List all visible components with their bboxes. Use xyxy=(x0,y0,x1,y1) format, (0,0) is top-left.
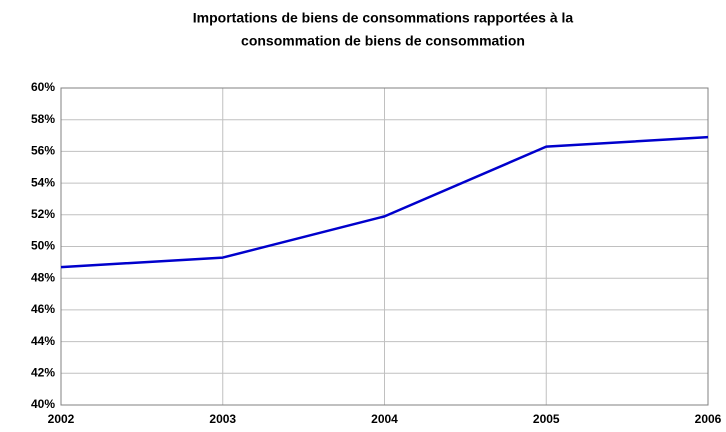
y-tick-label: 44% xyxy=(31,334,55,348)
x-tick-label: 2005 xyxy=(533,412,560,426)
y-tick-label: 48% xyxy=(31,270,55,284)
y-tick-label: 50% xyxy=(31,239,55,253)
x-tick-label: 2003 xyxy=(209,412,236,426)
chart-title: Importations de biens de consommations r… xyxy=(193,10,574,26)
y-tick-label: 52% xyxy=(31,207,55,221)
y-tick-label: 58% xyxy=(31,112,55,126)
y-tick-label: 54% xyxy=(31,175,55,189)
y-tick-label: 60% xyxy=(31,80,55,94)
y-tick-label: 46% xyxy=(31,302,55,316)
data-line xyxy=(60,135,709,269)
y-tick-label: 56% xyxy=(31,144,55,158)
chart-title: consommation de biens de consommation xyxy=(241,33,525,49)
y-tick-label: 42% xyxy=(31,365,55,379)
x-tick-label: 2004 xyxy=(371,412,398,426)
plot-border xyxy=(60,87,709,406)
y-tick-label: 40% xyxy=(31,397,55,411)
x-tick-label: 2006 xyxy=(695,412,722,426)
x-tick-label: 2002 xyxy=(48,412,75,426)
